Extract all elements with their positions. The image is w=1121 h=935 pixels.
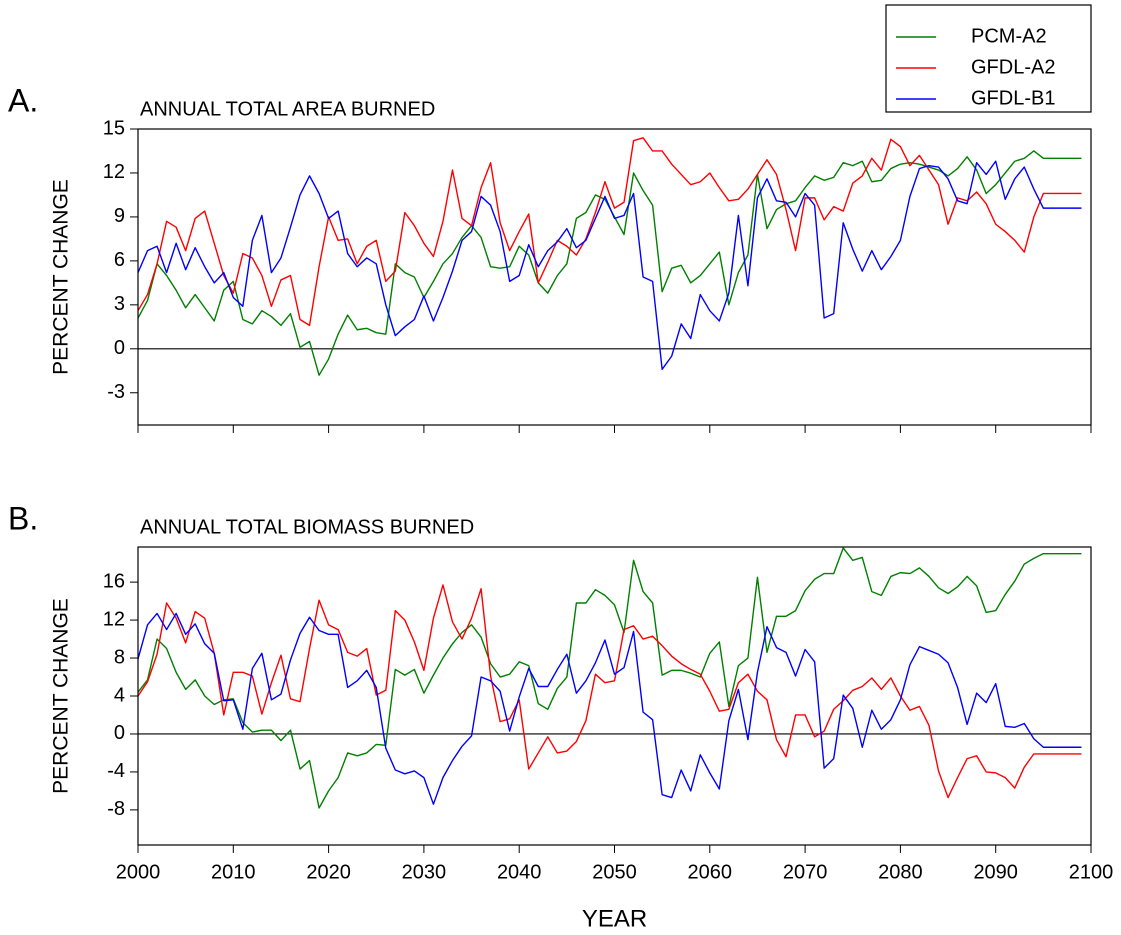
chart-title: ANNUAL TOTAL BIOMASS BURNED — [140, 516, 474, 538]
series-line — [137, 150, 1082, 376]
panel-label: A. — [8, 82, 38, 118]
series-line — [137, 137, 1082, 327]
x-tick-label: 2060 — [688, 861, 733, 883]
x-tick-label: 2070 — [783, 861, 828, 883]
legend-label: GFDL-B1 — [971, 87, 1055, 109]
x-tick-label: 2040 — [497, 861, 542, 883]
legend-box — [885, 4, 1092, 113]
x-axis-label: YEAR — [582, 905, 647, 932]
chart-title: ANNUAL TOTAL AREA BURNED — [140, 98, 435, 120]
x-tick-label: 2030 — [402, 861, 447, 883]
legend-label: PCM-A2 — [971, 25, 1047, 47]
x-tick-label: 2050 — [592, 861, 637, 883]
x-tick-label: 2100 — [1069, 861, 1114, 883]
y-tick-label: -8 — [107, 798, 125, 820]
legend-label: GFDL-A2 — [971, 56, 1055, 78]
y-tick-label: 4 — [114, 684, 125, 706]
y-tick-label: 0 — [114, 722, 125, 744]
y-tick-label: 16 — [103, 570, 125, 592]
series-line — [137, 160, 1082, 371]
y-tick-label: -3 — [107, 381, 125, 403]
y-tick-label: 6 — [114, 249, 125, 271]
y-tick-label: 3 — [114, 293, 125, 315]
y-tick-label: 9 — [114, 205, 125, 227]
y-tick-label: 0 — [114, 337, 125, 359]
x-tick-label: 2020 — [306, 861, 351, 883]
plot-frame — [137, 128, 1092, 426]
series-line — [137, 612, 1082, 805]
legend: PCM-A2 GFDL-A2 GFDL-B1 — [885, 4, 1092, 113]
y-axis-label: PERCENT CHANGE — [50, 598, 73, 794]
x-tick-label: 2010 — [211, 861, 256, 883]
x-tick-label: 2000 — [116, 861, 161, 883]
y-tick-label: 15 — [103, 117, 125, 139]
y-tick-label: 12 — [103, 608, 125, 630]
series-line — [137, 584, 1082, 799]
series-line — [137, 547, 1082, 809]
y-tick-label: 12 — [103, 161, 125, 183]
plot-frame — [137, 546, 1092, 846]
x-tick-label: 2080 — [878, 861, 923, 883]
y-tick-label: -4 — [107, 760, 125, 782]
y-tick-label: 8 — [114, 646, 125, 668]
panel-label: B. — [8, 500, 38, 536]
x-tick-label: 2090 — [973, 861, 1018, 883]
y-axis-label: PERCENT CHANGE — [50, 179, 73, 375]
